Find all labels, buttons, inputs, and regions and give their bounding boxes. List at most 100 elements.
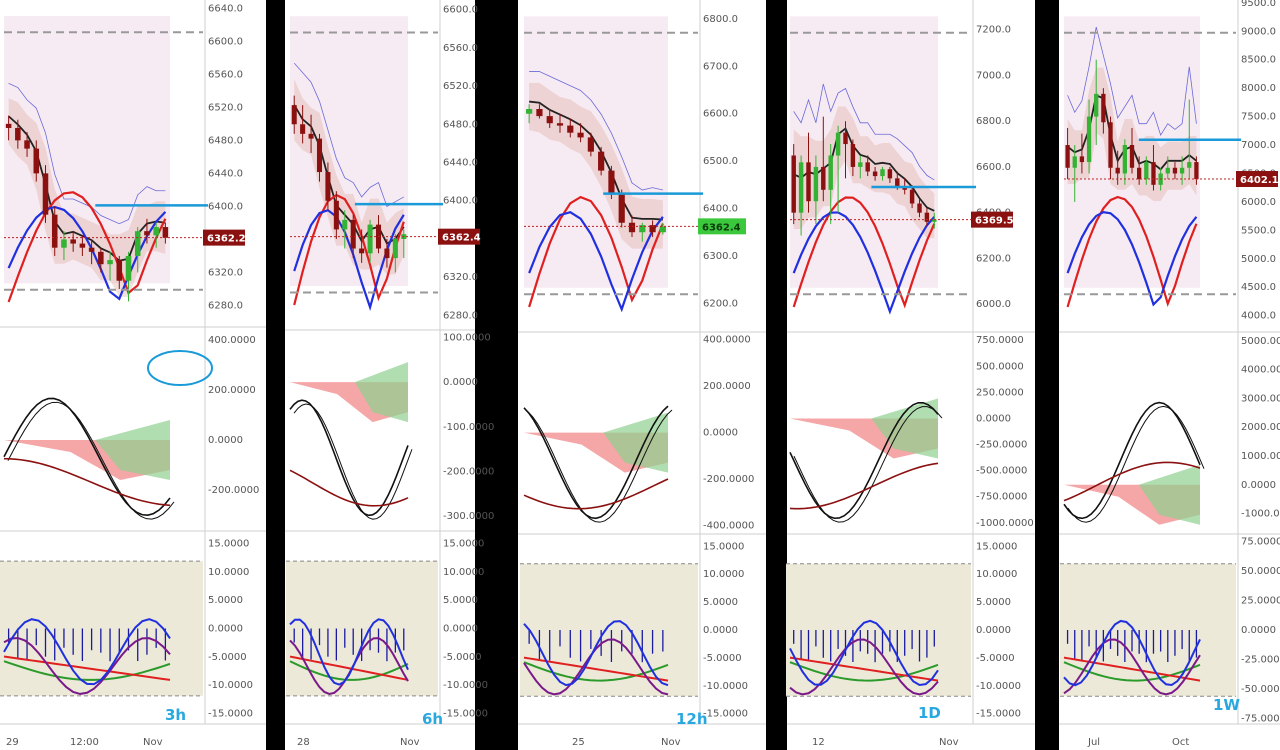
osc1-tick-label: 0.0000 (208, 435, 243, 446)
x-tick-label: Nov (939, 737, 959, 748)
candle-body (107, 260, 113, 265)
price-tick-label: 6560.0 (208, 69, 243, 80)
candle-body (1115, 167, 1120, 174)
candle-body (1079, 156, 1085, 163)
candle-body (1144, 162, 1149, 180)
price-tick-label: 7000.0 (976, 70, 1011, 81)
price-tick-label: 6480.0 (208, 135, 243, 146)
osc1-tick-label: -200.0000 (703, 474, 754, 485)
neutral-zone (0, 561, 203, 696)
candle-body (1101, 93, 1106, 123)
candle-body (902, 187, 907, 190)
osc1-tick-label: 500.0000 (976, 361, 1024, 372)
candle-body (1187, 162, 1192, 168)
candle-body (1151, 162, 1156, 185)
candle-body (61, 239, 67, 248)
last-price-label: 6369.5 (975, 216, 1014, 227)
blue-line (789, 619, 939, 687)
candle-body (917, 203, 922, 213)
osc2-tick-label: 0.0000 (703, 625, 738, 636)
signal-line (793, 406, 943, 523)
price-tick-label: 6280.0 (208, 300, 243, 311)
osc2-tick-label: 50.0000 (1241, 566, 1280, 577)
blue-line (3, 618, 171, 686)
chart-panel-3h: 6640.0 6600.0 6560.0 6520.0 6480.0 6440.0 6400… (0, 0, 266, 750)
last-price-label: 6362.2 (207, 234, 246, 245)
overlay-red-line (528, 195, 664, 308)
price-tick-label: 6800.0 (703, 14, 738, 25)
osc1-tick-label: -300.0000 (443, 511, 494, 522)
candle-body (1072, 156, 1077, 168)
x-tick-label: Nov (400, 737, 420, 748)
price-tick-label: 7200.0 (976, 25, 1011, 36)
last-price-tag (971, 211, 1013, 228)
neutral-zone (786, 563, 971, 697)
candle-body (577, 132, 584, 138)
price-pane: 6800.0 6700.0 6600.0 6500.0 6400.0 6300.0 6200… (524, 14, 746, 313)
upper-band-line (529, 71, 663, 191)
osc2-tick-label: 5.0000 (703, 597, 738, 608)
candle-body (153, 227, 159, 236)
candle-body (618, 194, 625, 223)
candle-body (350, 219, 356, 249)
osc2-tick-label: 0.0000 (443, 624, 478, 635)
candle-body (850, 144, 856, 167)
price-pane: 6600.06560.06520.06480.06440.06400.06360… (290, 5, 481, 321)
osc2-tick-label: -75.0000 (1241, 713, 1280, 724)
price-tick-label: 6440.0 (208, 168, 243, 179)
blue-line (289, 618, 409, 686)
candle-body (546, 116, 553, 124)
price-tick-label: 6500.0 (703, 156, 738, 167)
candle-body (924, 212, 930, 222)
red-avg-line (789, 656, 939, 682)
candle-body (865, 162, 870, 172)
candle-body (828, 155, 833, 190)
osc2-tick-label: 5.0000 (976, 597, 1011, 608)
trend-line (3, 457, 171, 507)
macd-line (289, 399, 409, 517)
candle-body (24, 140, 30, 149)
candle-body (1086, 116, 1092, 163)
trend-line (289, 469, 409, 507)
candle-body (342, 219, 348, 230)
green-avg-line (789, 661, 939, 682)
price-tick-label: 4500.0 (1241, 282, 1276, 293)
candle-body (843, 132, 848, 145)
green-avg-line (1063, 661, 1201, 682)
candle-body (325, 172, 331, 201)
overlay-red-line (7, 191, 167, 303)
osc2-tick-label: -10.0000 (976, 681, 1021, 692)
candle-body (791, 155, 796, 213)
osc1-tick-label: 4000.0000 (1241, 365, 1280, 376)
osc2-tick-label: 5.0000 (208, 595, 243, 606)
candle-body (639, 225, 646, 233)
price-tick-label: 6300.0 (703, 251, 738, 262)
price-tick-label: 6200.0 (703, 298, 738, 309)
last-price-label: 6402.1 (1240, 175, 1279, 186)
overlay-red-line (792, 196, 936, 309)
osc2-tick-label: -15.0000 (703, 709, 748, 720)
histogram-green-area (95, 420, 170, 480)
osc2-tick-label: -10.0000 (703, 681, 748, 692)
x-tick-label: Nov (143, 737, 163, 748)
price-tick-label: 6800.0 (976, 116, 1011, 127)
osc2-tick-label: -10.0000 (443, 680, 488, 691)
osc2-tick-label: 10.0000 (703, 569, 744, 580)
candle-body (392, 238, 398, 259)
price-tick-label: 6400.0 (208, 201, 243, 212)
price-tick-label: 5500.0 (1241, 225, 1276, 236)
macd-line (3, 397, 171, 516)
histogram-green-area (1138, 464, 1200, 525)
signal-line (1067, 405, 1205, 523)
candle-body (1108, 122, 1113, 168)
volatility-band (524, 16, 668, 288)
candle-body (1137, 167, 1142, 180)
osc2-tick-label: 0.0000 (976, 625, 1011, 636)
price-tick-label: 9500.0 (1241, 0, 1276, 9)
candle-body (134, 231, 141, 256)
price-tick-label: 5000.0 (1241, 254, 1276, 265)
purple-line (523, 638, 669, 696)
oscillator-pane-1: 400.0000 200.0000 0.0000 -200.0000 (3, 335, 259, 520)
osc1-tick-label: 200.0000 (703, 381, 751, 392)
